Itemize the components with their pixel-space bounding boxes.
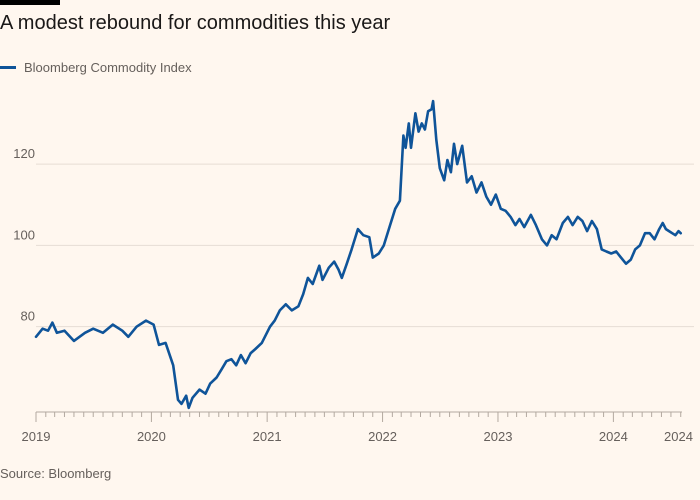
- header-accent-bar: [0, 0, 60, 5]
- y-tick-label: 80: [21, 309, 35, 324]
- legend: Bloomberg Commodity Index: [0, 60, 192, 75]
- x-tick-label: 2023: [484, 429, 513, 444]
- series-layer: [34, 99, 682, 410]
- x-tick-label: 2021: [253, 429, 282, 444]
- x-axis: 2019 2020 2021 2022 2023 2024 2024: [22, 411, 693, 444]
- y-axis: 80 100 120: [13, 146, 35, 324]
- chart-title: A modest rebound for commodities this ye…: [0, 12, 391, 34]
- x-tick-label: 2019: [22, 429, 51, 444]
- legend-label: Bloomberg Commodity Index: [24, 60, 192, 75]
- x-tick-label: 2024: [664, 429, 693, 444]
- x-tick-label: 2020: [137, 429, 166, 444]
- x-tick-label: 2022: [368, 429, 397, 444]
- y-tick-label: 100: [13, 227, 35, 242]
- y-tick-label: 120: [13, 146, 35, 161]
- gridlines: [36, 163, 694, 328]
- legend-swatch: [0, 66, 16, 69]
- source-note: Source: Bloomberg: [0, 466, 112, 481]
- x-tick-label: 2024: [599, 429, 628, 444]
- series-line-bloomberg-commodity-index: [34, 99, 682, 410]
